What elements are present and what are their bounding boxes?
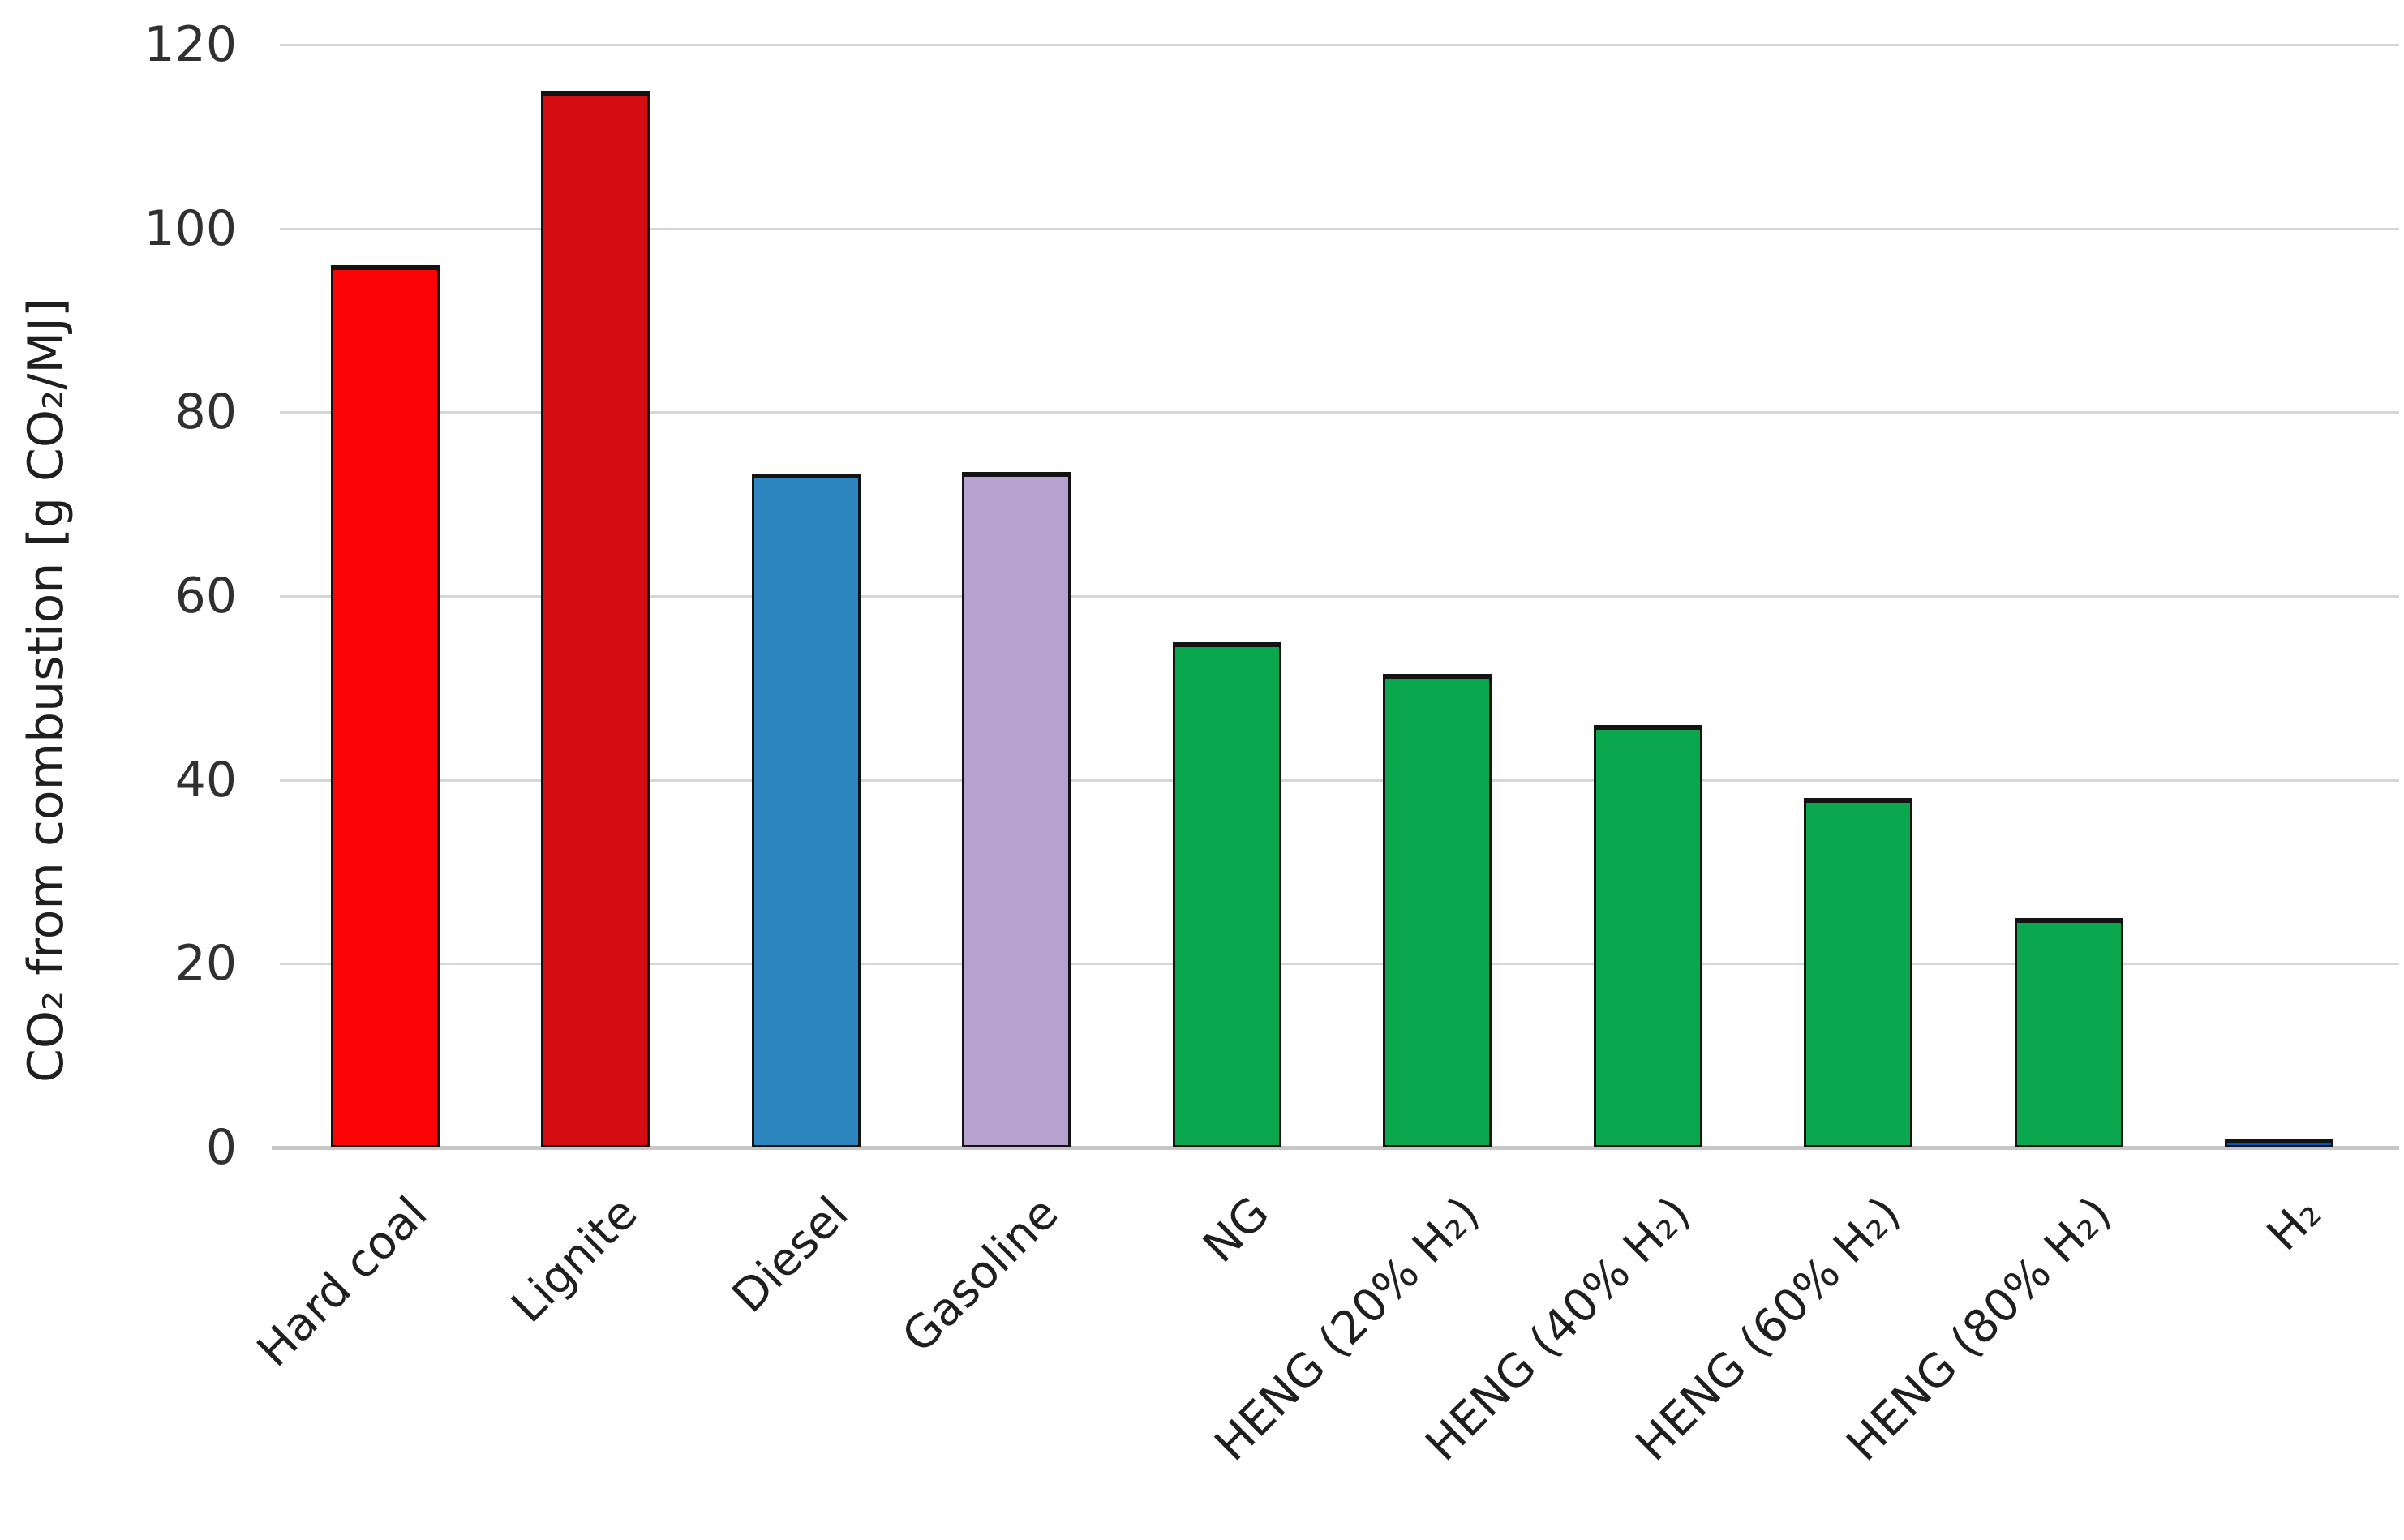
bar-heng-20-h <box>1383 674 1492 1147</box>
bar-heng-60-h <box>1804 798 1913 1147</box>
x-axis-line <box>272 1146 2399 1150</box>
y-tick-label: 40 <box>174 751 237 809</box>
bar-hard-coal <box>330 265 440 1147</box>
bar-diesel <box>751 474 861 1147</box>
gridline <box>280 411 2399 414</box>
gridline <box>280 963 2399 966</box>
y-tick-label: 80 <box>174 384 237 441</box>
bar-h <box>2225 1138 2334 1147</box>
y-tick-label: 60 <box>174 568 237 624</box>
gridline <box>280 779 2399 782</box>
gridline <box>280 227 2399 230</box>
y-tick-label: 20 <box>174 935 237 993</box>
y-tick-label: 0 <box>205 1119 237 1176</box>
bar-ng <box>1172 641 1281 1147</box>
gridline <box>280 595 2399 598</box>
y-tick-label: 100 <box>144 199 237 257</box>
bar-heng-40-h <box>1593 724 1702 1147</box>
bar-lignite <box>541 90 650 1147</box>
y-tick-label: 120 <box>144 16 237 73</box>
gridline <box>280 44 2399 46</box>
bar-heng-80-h <box>2014 917 2123 1147</box>
bar-gasoline <box>962 472 1071 1147</box>
